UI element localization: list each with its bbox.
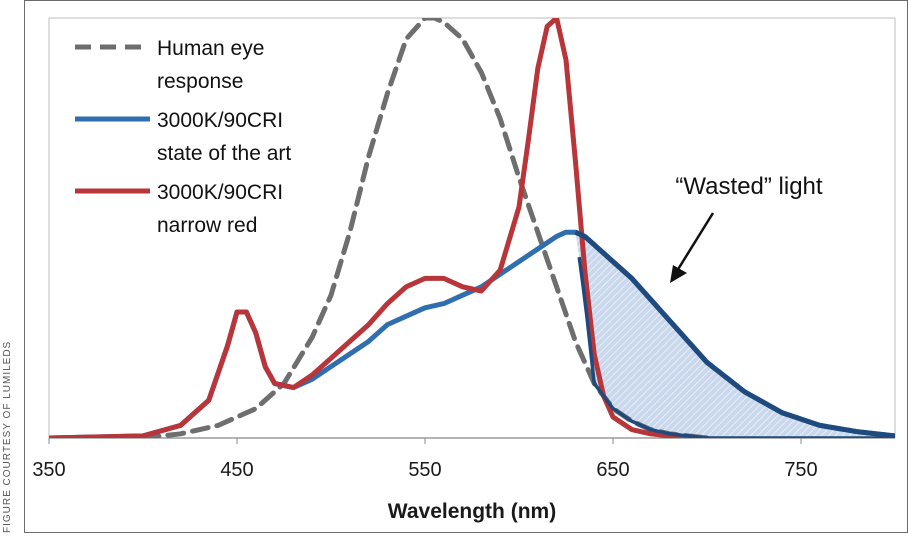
x-tick-label: 650 (596, 459, 629, 481)
x-tick-label: 550 (408, 459, 441, 481)
chart-frame: 350 450 550 650 750 Human eye response 3000K/9… (24, 0, 908, 533)
legend-label-narrow-red: 3000K/90CRI (157, 181, 283, 204)
wasted-light-lower-edge (577, 256, 895, 438)
legend-label-human-eye: response (157, 70, 243, 93)
legend-label-state-of-art: 3000K/90CRI (157, 109, 283, 132)
legend-label-human-eye: Human eye (157, 37, 264, 60)
plot-content (49, 18, 895, 438)
x-tick-label: 750 (784, 459, 817, 481)
annotation-arrow (670, 212, 715, 283)
figure-credit: FIGURE COURTESY OF LUMILEDS (2, 340, 13, 533)
x-tick-label: 450 (220, 459, 253, 481)
legend-label-state-of-art: state of the art (157, 142, 291, 165)
x-tick-label: 350 (32, 459, 65, 481)
wasted-light-region (575, 232, 895, 438)
x-axis-ticks: 350 450 550 650 750 (32, 438, 818, 481)
wasted-light-annotation: “Wasted” light (675, 173, 822, 200)
legend-label-narrow-red: narrow red (157, 214, 257, 237)
wasted-light-upper-edge (574, 229, 895, 438)
legend: Human eye response 3000K/90CRI state of the… (75, 37, 291, 237)
x-axis-label: Wavelength (nm) (388, 500, 556, 523)
arrow-head (670, 265, 687, 283)
spectrum-chart: 350 450 550 650 750 Human eye response 3000K/9… (32, 17, 896, 523)
plot-area (48, 17, 896, 439)
series-line-narrow-red (49, 18, 710, 438)
arrow-shaft (675, 212, 715, 272)
